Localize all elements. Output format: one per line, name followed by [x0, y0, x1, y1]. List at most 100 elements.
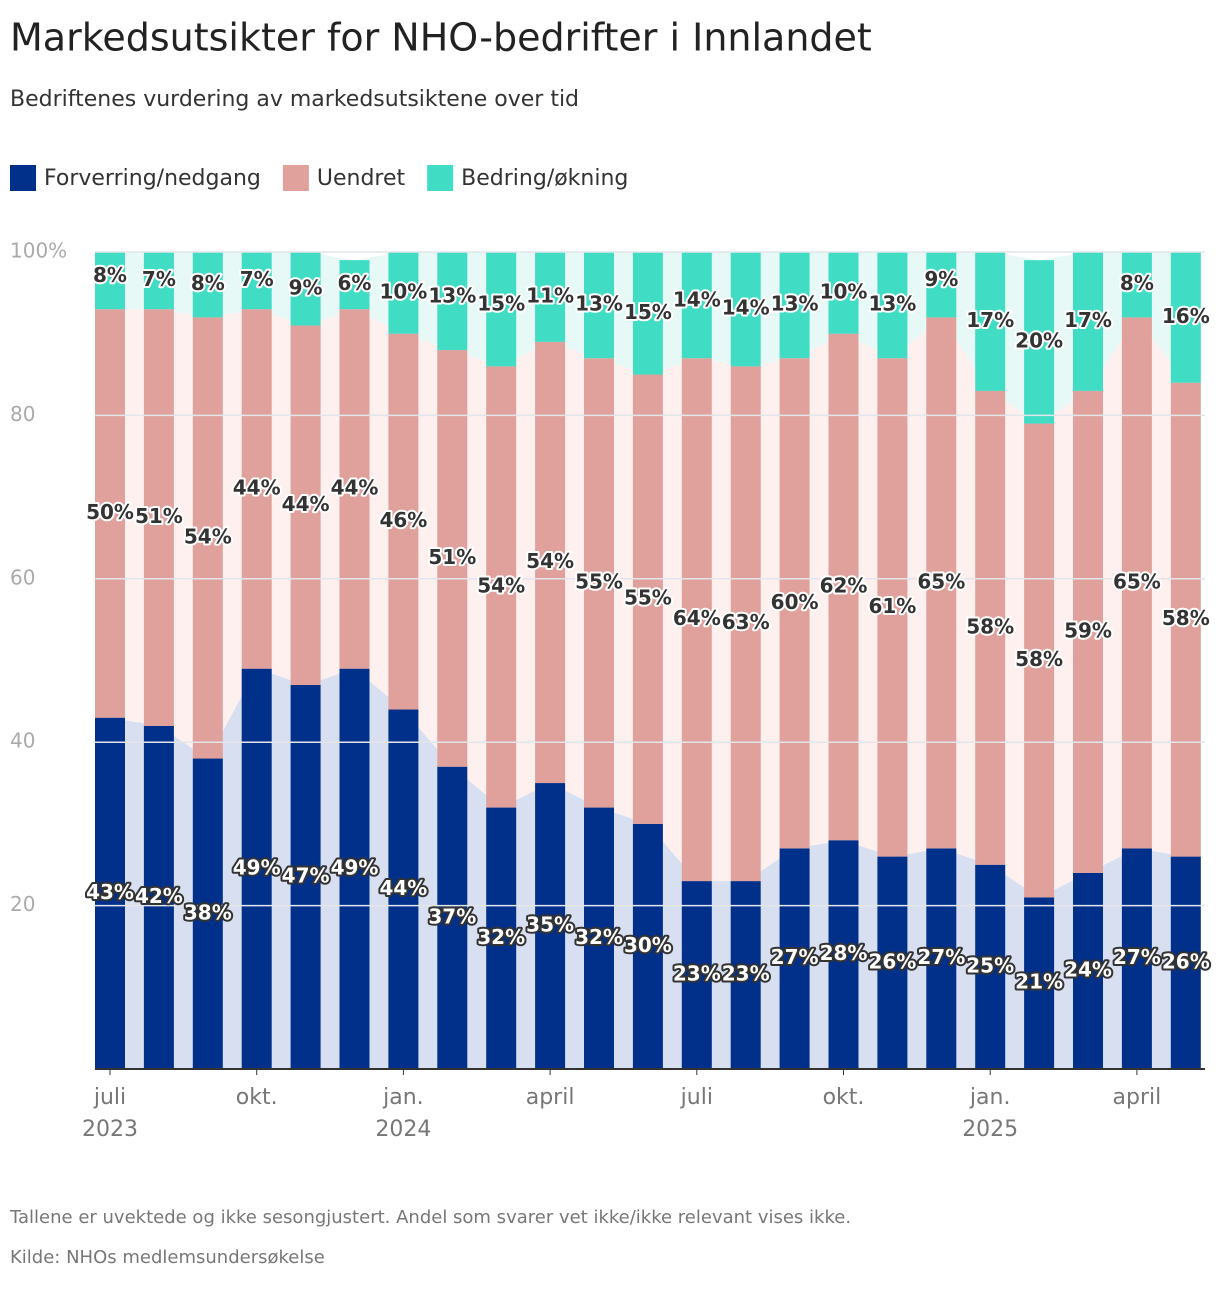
- bar: [584, 358, 614, 808]
- data-label: 49%: [233, 855, 281, 879]
- bar: [437, 350, 468, 767]
- bar: [95, 717, 125, 1069]
- bar: [388, 709, 419, 1069]
- bar: [779, 358, 810, 849]
- data-label: 26%: [1162, 949, 1210, 973]
- data-label: 28%: [820, 941, 868, 965]
- data-label: 27%: [1113, 945, 1161, 969]
- bar: [681, 252, 712, 359]
- x-tick-label: okt.: [236, 1085, 278, 1110]
- data-label: 17%: [1064, 308, 1112, 332]
- x-tick-label: juli: [93, 1085, 126, 1110]
- data-label: 7%: [240, 267, 274, 291]
- data-label: 13%: [771, 292, 819, 316]
- bar: [143, 725, 174, 1069]
- data-label: 44%: [379, 876, 427, 900]
- bar: [1170, 856, 1201, 1069]
- x-tick-label: juli: [680, 1085, 713, 1110]
- bar: [143, 309, 174, 726]
- data-label: 58%: [1162, 606, 1210, 630]
- data-label: 61%: [868, 594, 916, 618]
- data-label: 62%: [820, 573, 868, 597]
- bar: [241, 668, 272, 1069]
- bar: [241, 309, 272, 669]
- data-label: 25%: [966, 953, 1014, 977]
- data-label: 63%: [722, 610, 770, 634]
- data-label: 49%: [331, 855, 379, 879]
- data-label: 15%: [477, 292, 525, 316]
- bar: [192, 758, 223, 1069]
- data-label: 8%: [1120, 271, 1154, 295]
- bar: [926, 252, 957, 318]
- bar: [192, 317, 223, 759]
- bar: [877, 358, 908, 857]
- bar: [877, 856, 908, 1069]
- data-label: 10%: [379, 279, 427, 303]
- bar: [584, 252, 614, 359]
- x-tick-year: 2023: [82, 1117, 138, 1142]
- bar: [730, 252, 761, 367]
- data-label: 58%: [1015, 647, 1063, 671]
- y-tick-label: 20: [10, 892, 35, 916]
- data-label: 50%: [86, 500, 134, 524]
- bar: [632, 252, 663, 375]
- x-tick-label: jan.: [969, 1085, 1011, 1110]
- bar: [535, 783, 566, 1069]
- legend-swatch: [427, 165, 454, 191]
- bar: [339, 668, 370, 1069]
- data-label: 20%: [1015, 328, 1063, 352]
- data-label: 35%: [526, 913, 574, 937]
- plot: [95, 252, 1201, 1069]
- data-label: 59%: [1064, 618, 1112, 642]
- bar: [535, 252, 566, 342]
- y-tick-label: 100%: [10, 239, 67, 263]
- data-label: 10%: [820, 279, 868, 303]
- data-label: 17%: [966, 308, 1014, 332]
- bar: [975, 864, 1006, 1069]
- data-label: 6%: [338, 271, 372, 295]
- data-label: 27%: [917, 945, 965, 969]
- bar: [1121, 317, 1152, 849]
- legend-swatch: [10, 165, 36, 191]
- data-label: 24%: [1064, 957, 1112, 981]
- data-label: 23%: [673, 962, 721, 986]
- bar: [1024, 423, 1055, 898]
- data-label: 14%: [673, 288, 721, 312]
- source: Kilde: NHOs medlemsundersøkelse: [10, 1247, 325, 1268]
- bar: [632, 374, 663, 824]
- bar: [290, 325, 321, 686]
- legend-swatch: [282, 165, 309, 191]
- data-label: 65%: [1113, 569, 1161, 593]
- data-label: 54%: [526, 549, 574, 573]
- bar: [1121, 252, 1152, 318]
- legend-label: Uendret: [317, 166, 406, 191]
- data-label: 43%: [86, 880, 134, 904]
- data-label: 44%: [331, 475, 379, 499]
- data-label: 64%: [673, 606, 721, 630]
- bar: [975, 252, 1006, 391]
- data-label: 54%: [477, 573, 525, 597]
- bar: [1073, 390, 1103, 873]
- y-tick-label: 80: [10, 402, 35, 426]
- bar: [437, 766, 468, 1069]
- data-label: 32%: [575, 925, 623, 949]
- bar: [828, 840, 859, 1069]
- data-label: 47%: [282, 864, 330, 888]
- bar: [437, 252, 468, 351]
- data-label: 42%: [135, 884, 183, 908]
- data-label: 8%: [93, 263, 127, 287]
- bar: [241, 252, 272, 310]
- legend-label: Bedring/økning: [461, 166, 628, 191]
- data-label: 7%: [142, 267, 176, 291]
- data-label: 30%: [624, 933, 672, 957]
- bar: [730, 366, 761, 882]
- bar: [388, 252, 419, 334]
- bar: [192, 252, 223, 318]
- bar: [828, 252, 859, 334]
- bar: [486, 252, 517, 367]
- legend-label: Forverring/nedgang: [44, 166, 261, 191]
- data-label: 65%: [917, 569, 965, 593]
- data-label: 9%: [924, 267, 958, 291]
- data-label: 13%: [868, 292, 916, 316]
